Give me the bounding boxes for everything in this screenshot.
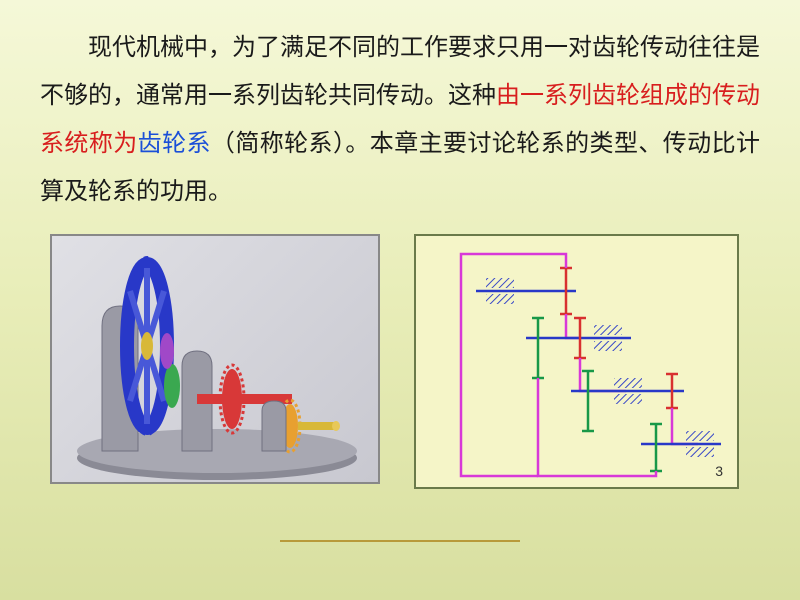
paragraph: 现代机械中，为了满足不同的工作要求只用一对齿轮传动往往是不够的，通常用一系列齿轮… [40,24,760,216]
gear-3d-figure [50,234,380,484]
schematic-figure: 3 [414,234,739,489]
gear-red [220,365,244,433]
outer-link [538,378,656,476]
bearing-4a [686,431,714,441]
mid-stand [262,401,286,451]
bearing-2b [594,341,622,351]
text-seg3: 齿轮系 [138,131,211,157]
wheel-hub [141,332,153,360]
bearing-3b [614,394,642,404]
gold-shaft [298,422,336,430]
bearing-3a [614,378,642,388]
shaft-end [332,421,340,431]
schematic-svg [416,236,741,491]
gear-purple [160,333,174,369]
bearing-1b [486,294,514,304]
gear-green [164,364,180,408]
figures-row: 3 [40,234,760,489]
bearing-1a [486,278,514,288]
slide-container: 现代机械中，为了满足不同的工作要求只用一对齿轮传动往往是不够的，通常用一系列齿轮… [0,0,800,600]
page-number: 3 [715,463,723,479]
bearing-4b [686,447,714,457]
bearing-2a [594,325,622,335]
decorative-line [280,540,520,542]
gear-3d-svg [52,236,382,486]
